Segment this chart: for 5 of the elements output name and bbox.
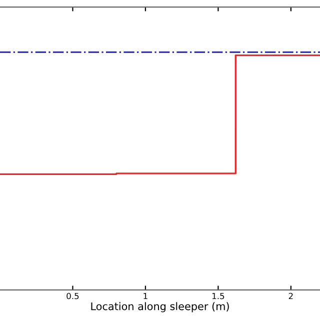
x-tick-label: 1.5 [212, 292, 224, 300]
x-tick-label: 1 [144, 292, 148, 300]
x-tick-label: 2 [288, 292, 293, 300]
x-axis-title: Location along sleeper (m) [91, 302, 229, 312]
x-tick-label: 0.5 [66, 292, 79, 300]
